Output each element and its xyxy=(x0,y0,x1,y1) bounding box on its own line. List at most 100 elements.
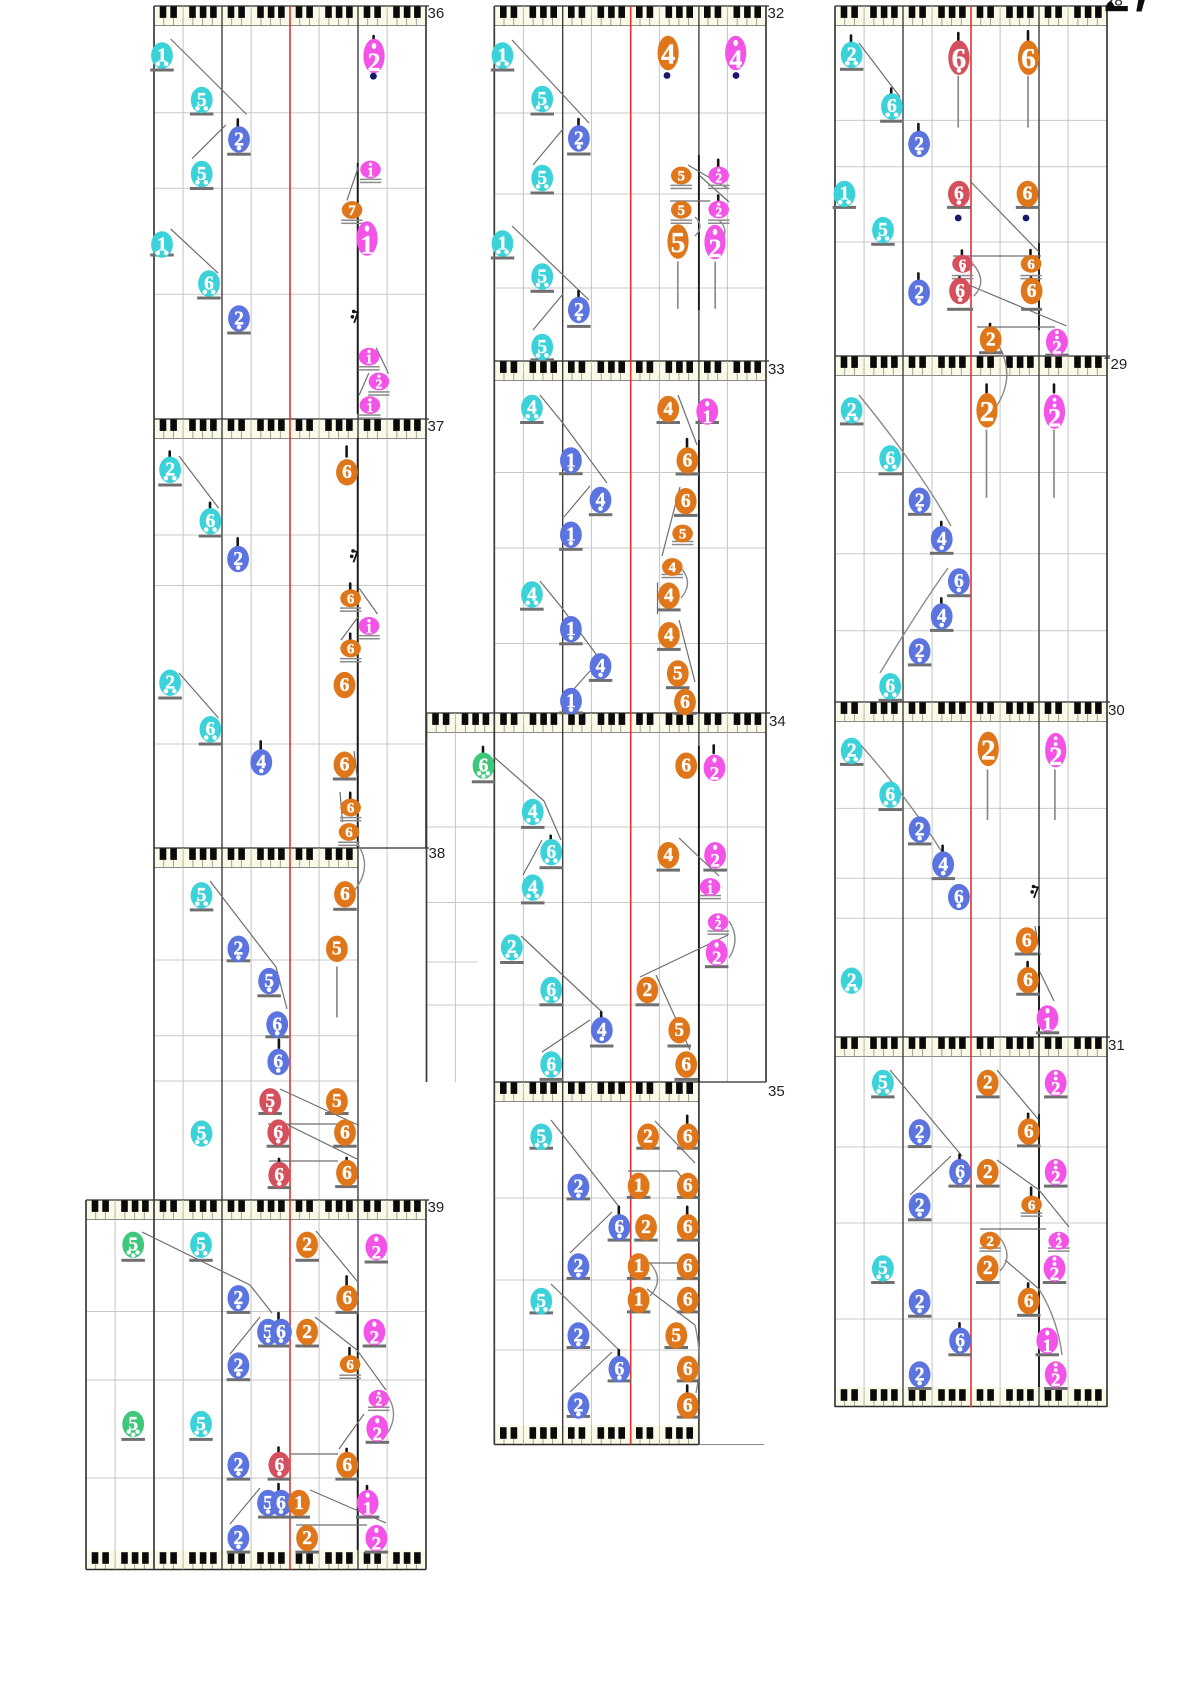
svg-text:2: 2 xyxy=(1052,338,1062,359)
svg-text:32: 32 xyxy=(768,5,785,22)
svg-text:6: 6 xyxy=(955,1331,965,1352)
svg-text:5: 5 xyxy=(263,1322,273,1343)
svg-text:4: 4 xyxy=(596,656,606,677)
svg-text:2: 2 xyxy=(915,819,925,840)
svg-text:4: 4 xyxy=(669,560,677,576)
svg-text:6: 6 xyxy=(346,1357,354,1373)
svg-text:1: 1 xyxy=(634,1256,644,1277)
svg-text:6: 6 xyxy=(1023,184,1033,205)
svg-text:5: 5 xyxy=(679,527,687,543)
svg-text:6: 6 xyxy=(347,642,355,658)
svg-text:30: 30 xyxy=(1108,702,1125,719)
svg-text:6: 6 xyxy=(276,1322,286,1343)
svg-text:2: 2 xyxy=(915,1122,925,1143)
svg-text:6: 6 xyxy=(546,1054,556,1075)
svg-text:4: 4 xyxy=(937,606,947,627)
svg-text:6: 6 xyxy=(345,825,353,841)
svg-text:5: 5 xyxy=(537,337,547,358)
svg-text:6: 6 xyxy=(683,1176,693,1197)
svg-text:1: 1 xyxy=(361,231,374,260)
svg-text:6: 6 xyxy=(1024,1121,1034,1142)
svg-text:2: 2 xyxy=(234,939,244,960)
svg-text:2: 2 xyxy=(234,1528,244,1549)
svg-text:34: 34 xyxy=(769,713,786,730)
svg-text:5: 5 xyxy=(197,1123,207,1144)
svg-text:1: 1 xyxy=(634,1290,644,1311)
svg-text:1: 1 xyxy=(566,450,576,471)
svg-text:4: 4 xyxy=(729,45,742,74)
svg-text:1: 1 xyxy=(1043,1336,1053,1357)
svg-text:6: 6 xyxy=(885,785,895,806)
svg-text:2: 2 xyxy=(574,1395,584,1416)
svg-text:2: 2 xyxy=(574,1256,584,1277)
svg-text:2: 2 xyxy=(1051,1168,1061,1189)
svg-text:5: 5 xyxy=(197,90,207,111)
svg-text:6: 6 xyxy=(680,692,690,713)
svg-text:6: 6 xyxy=(340,675,350,696)
svg-text:6: 6 xyxy=(954,184,964,205)
svg-text:2: 2 xyxy=(234,308,244,329)
svg-text:4: 4 xyxy=(597,1020,607,1041)
svg-text:2: 2 xyxy=(368,48,381,77)
svg-text:2: 2 xyxy=(710,763,720,784)
svg-text:5: 5 xyxy=(197,885,207,906)
svg-text:2: 2 xyxy=(234,1355,244,1376)
svg-text:5: 5 xyxy=(263,1493,273,1514)
svg-text:5: 5 xyxy=(536,1127,546,1148)
svg-text:6: 6 xyxy=(1027,281,1037,302)
svg-text:4: 4 xyxy=(661,39,676,71)
svg-text:2: 2 xyxy=(507,937,517,958)
svg-text:2: 2 xyxy=(983,1162,993,1183)
svg-text:5: 5 xyxy=(536,1291,546,1312)
svg-text:5: 5 xyxy=(196,1414,206,1435)
svg-text:6: 6 xyxy=(683,450,693,471)
svg-text:6: 6 xyxy=(274,1165,284,1186)
svg-text:5: 5 xyxy=(197,164,207,185)
svg-text:2: 2 xyxy=(715,171,722,186)
svg-text:6: 6 xyxy=(1024,1291,1034,1312)
svg-text:2: 2 xyxy=(983,1258,993,1279)
svg-text:5: 5 xyxy=(265,1091,275,1112)
svg-text:6: 6 xyxy=(885,448,895,469)
svg-text:6: 6 xyxy=(479,756,489,777)
svg-text:2: 2 xyxy=(373,1424,383,1445)
svg-text:2: 2 xyxy=(234,1288,244,1309)
svg-text:1: 1 xyxy=(707,882,714,897)
svg-text:1: 1 xyxy=(498,233,508,254)
svg-text:1: 1 xyxy=(366,352,373,367)
svg-text:2: 2 xyxy=(915,1196,925,1217)
svg-text:6: 6 xyxy=(952,43,967,75)
svg-text:6: 6 xyxy=(276,1493,286,1514)
svg-text:2: 2 xyxy=(712,948,722,969)
svg-text:5: 5 xyxy=(671,227,686,259)
svg-text:6: 6 xyxy=(681,491,691,512)
svg-text:36: 36 xyxy=(428,5,445,22)
svg-text:33: 33 xyxy=(768,361,785,378)
svg-text:2: 2 xyxy=(980,396,995,428)
svg-text:2: 2 xyxy=(715,205,722,220)
svg-text:2: 2 xyxy=(234,1455,244,1476)
svg-text:6: 6 xyxy=(204,273,214,294)
svg-text:2: 2 xyxy=(165,673,175,694)
svg-text:2: 2 xyxy=(709,234,722,263)
svg-text:5: 5 xyxy=(671,1325,681,1346)
svg-text:4: 4 xyxy=(527,584,537,605)
svg-text:5: 5 xyxy=(332,939,342,960)
svg-text:7: 7 xyxy=(348,203,356,219)
svg-text:6: 6 xyxy=(1022,930,1032,951)
svg-text:6: 6 xyxy=(347,801,355,817)
svg-text:6: 6 xyxy=(683,1359,693,1380)
svg-text:1: 1 xyxy=(367,165,374,180)
svg-text:5: 5 xyxy=(878,220,888,241)
svg-text:6: 6 xyxy=(272,1014,282,1035)
svg-text:2: 2 xyxy=(1055,1236,1062,1251)
svg-text:5: 5 xyxy=(537,89,547,110)
svg-text:2: 2 xyxy=(165,460,175,481)
svg-text:5: 5 xyxy=(537,266,547,287)
svg-text:5: 5 xyxy=(332,1091,342,1112)
svg-text:2: 2 xyxy=(233,549,243,570)
svg-text:2: 2 xyxy=(1049,742,1062,771)
svg-text:6: 6 xyxy=(546,842,556,863)
svg-text:6: 6 xyxy=(273,1122,283,1143)
svg-text:1: 1 xyxy=(363,1499,373,1520)
